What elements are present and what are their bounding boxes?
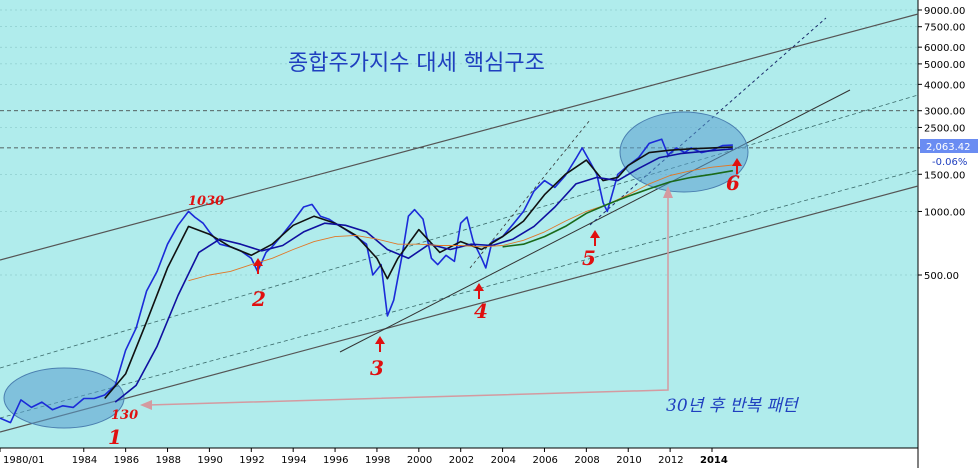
red-up-arrowhead	[375, 336, 385, 344]
red-up-arrowhead	[590, 230, 600, 238]
marker-4-label: 4	[474, 299, 488, 323]
annotation-markers	[253, 158, 742, 352]
repeat-pattern-label: 30년 후 반복 패턴	[666, 396, 800, 416]
last-value-label: 2,063.42	[926, 142, 971, 153]
y-tick-label: 5000.00	[924, 60, 965, 71]
y-tick-label: 6000.00	[924, 43, 965, 54]
connector-arrowhead-left	[140, 400, 152, 410]
x-tick-label: 2002	[449, 455, 474, 466]
x-tick-label: 2000	[407, 455, 432, 466]
y-tick-label: 500.00	[924, 271, 959, 282]
red-up-arrowhead	[253, 258, 263, 266]
base-value-label: 130	[111, 408, 138, 423]
trend-line	[0, 169, 919, 419]
y-tick-label: 1000.00	[924, 207, 965, 218]
marker-6-label: 6	[726, 171, 740, 195]
y-tick-label: 2500.00	[924, 123, 965, 134]
trend-line	[0, 13, 919, 261]
x-tick-label: 2012	[658, 455, 683, 466]
x-tick-label: 2008	[574, 455, 599, 466]
x-axis-ticks: 1980/01 1984 1986 1988 1990 1992 1994 1996 1998 2…	[0, 448, 728, 466]
x-tick-label: 1980/01	[3, 455, 45, 466]
connector-line	[147, 196, 669, 406]
marker-1-label: 1	[108, 425, 122, 449]
x-tick-label: 1994	[281, 455, 306, 466]
x-tick-label: 2004	[491, 455, 516, 466]
series-line-3	[114, 148, 733, 403]
marker-3-label: 3	[370, 356, 384, 380]
last-value-badge	[920, 139, 978, 153]
trend-line	[469, 119, 591, 269]
x-tick-label: 2014	[700, 455, 728, 466]
y-tick-label: 4000.00	[924, 80, 965, 91]
x-tick-label: 1988	[156, 455, 181, 466]
x-tick-label: 1984	[72, 455, 97, 466]
x-tick-label: 1986	[114, 455, 139, 466]
connector-arrowhead-up	[663, 186, 673, 198]
y-tick-label: 7500.00	[924, 23, 965, 34]
trend-line	[0, 185, 919, 433]
early-base-ellipse	[3, 367, 125, 429]
x-tick-label: 1992	[239, 455, 264, 466]
x-tick-label: 1990	[197, 455, 222, 466]
last-change-label: -0.06%	[932, 157, 967, 168]
x-tick-label: 1996	[323, 455, 348, 466]
chart-title: 종합주가지수 대세 핵심구조	[288, 51, 545, 76]
series-line-2	[104, 146, 733, 400]
series-line-4	[188, 164, 733, 282]
marker-2-label: 2	[251, 287, 266, 311]
y-tick-label: 9000.00	[924, 6, 965, 17]
peak-value-label: 1030	[188, 194, 224, 209]
price-series	[0, 138, 734, 424]
axis-panel-right	[918, 0, 979, 468]
series-line-5	[502, 169, 734, 248]
x-tick-label: 1998	[365, 455, 390, 466]
x-tick-label: 2010	[616, 455, 641, 466]
y-tick-label: 1500.00	[924, 170, 965, 181]
plot-area	[0, 0, 918, 448]
repeat-pattern-arrow	[140, 186, 673, 410]
marker-5-label: 5	[582, 246, 596, 270]
red-up-arrowhead	[474, 283, 484, 291]
red-up-arrowhead	[732, 158, 742, 166]
x-tick-label: 2006	[532, 455, 557, 466]
y-tick-label: 3000.00	[924, 107, 965, 118]
series-line-1	[0, 138, 733, 424]
